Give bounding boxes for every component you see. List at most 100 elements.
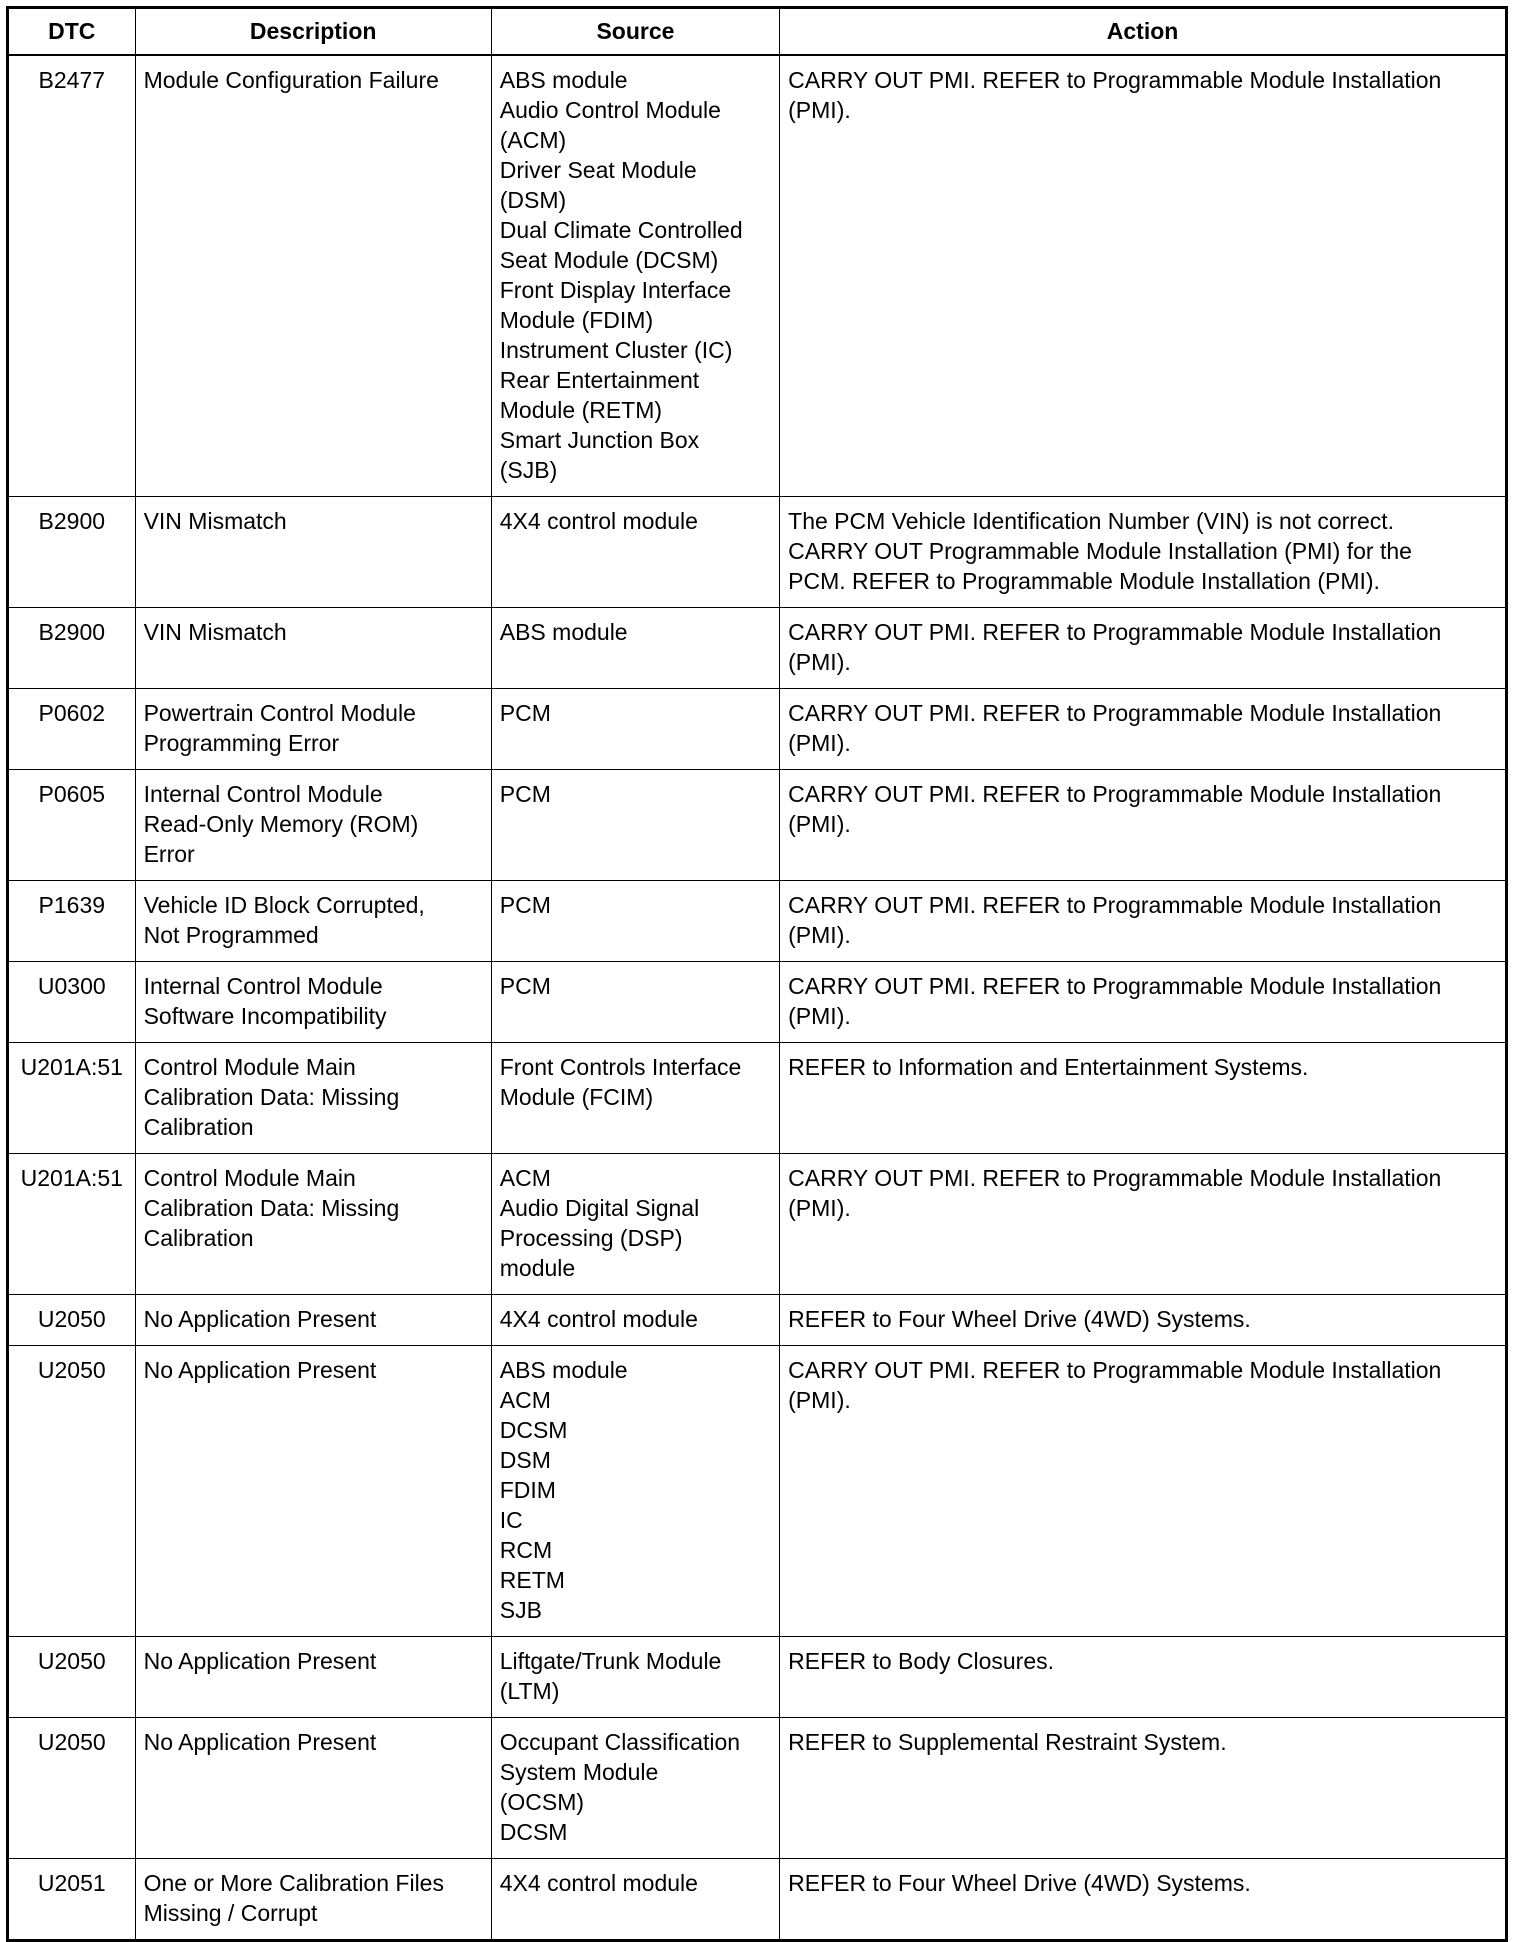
source-line: (SJB) [499, 457, 558, 483]
description-line: Control Module Main [143, 1054, 356, 1080]
action-cell: CARRY OUT PMI. REFER to Programmable Mod… [779, 607, 1507, 689]
source-line: Instrument Cluster (IC) [499, 337, 733, 363]
source-cell: ABS module ACM DCSM DSM FDIM IC RCM RETM SJB [490, 1345, 781, 1637]
dtc-cell: U2050 [7, 1345, 136, 1637]
table-body: B2477 Module Configuration Failure ABS mod… [7, 54, 1507, 1941]
source-line: Module (FDIM) [499, 307, 654, 333]
header-source: Source [490, 7, 781, 56]
source-line: Dual Climate Controlled [499, 217, 743, 243]
dtc-cell: U0300 [7, 961, 136, 1043]
action-cell: REFER to Information and Entertainment S… [779, 1042, 1507, 1154]
description-cell: No Application Present [134, 1636, 492, 1718]
source-cell: Occupant Classification System Module (OCS… [490, 1717, 781, 1859]
source-line: Liftgate/Trunk Module [499, 1648, 722, 1674]
dtc-cell: U2050 [7, 1294, 136, 1346]
action-cell: CARRY OUT PMI. REFER to Programmable Mod… [779, 880, 1507, 962]
table-row: U0300 Internal Control Module Software Inc… [7, 961, 1507, 1043]
action-line: REFER to Information and Entertainment S… [788, 1054, 1309, 1080]
source-line: Occupant Classification [499, 1729, 741, 1755]
table-row: P0605 Internal Control Module Read-Only Me… [7, 769, 1507, 881]
action-cell: REFER to Four Wheel Drive (4WD) Systems. [779, 1294, 1507, 1346]
action-line: The PCM Vehicle Identification Number (V… [788, 508, 1395, 534]
action-line: (PMI). [788, 730, 851, 756]
source-line: Smart Junction Box [499, 427, 700, 453]
table-row: B2900 VIN Mismatch 4X4 control module The P… [7, 496, 1507, 608]
description-line: Calibration Data: Missing [143, 1195, 400, 1221]
action-cell: CARRY OUT PMI. REFER to Programmable Mod… [779, 1153, 1507, 1295]
source-cell: ABS module [490, 607, 781, 689]
table-row: P0602 Powertrain Control Module Programmin… [7, 688, 1507, 770]
source-line: Processing (DSP) [499, 1225, 683, 1251]
description-cell: Module Configuration Failure [134, 54, 492, 497]
source-line: Driver Seat Module [499, 157, 697, 183]
description-cell: No Application Present [134, 1345, 492, 1637]
table-row: U201A:51 Control Module Main Calibration D… [7, 1153, 1507, 1295]
dtc-cell: U2050 [7, 1636, 136, 1718]
dtc-table: DTC Description Source Action B2477 Modul… [6, 6, 1508, 1942]
description-line: Read-Only Memory (ROM) [143, 811, 419, 837]
description-cell: VIN Mismatch [134, 607, 492, 689]
description-line: VIN Mismatch [143, 619, 287, 645]
description-line: Calibration Data: Missing [143, 1084, 400, 1110]
action-line: (PMI). [788, 1003, 851, 1029]
table-row: U2050 No Application Present ABS module ACM… [7, 1345, 1507, 1637]
action-cell: CARRY OUT PMI. REFER to Programmable Mod… [779, 961, 1507, 1043]
source-line: module [499, 1255, 576, 1281]
action-line: CARRY OUT PMI. REFER to Programmable Mod… [788, 67, 1442, 93]
action-line: CARRY OUT PMI. REFER to Programmable Mod… [788, 781, 1442, 807]
source-line: PCM [499, 973, 551, 999]
table-row: P1639 Vehicle ID Block Corrupted, Not Prog… [7, 880, 1507, 962]
table-row: B2477 Module Configuration Failure ABS mod… [7, 54, 1507, 497]
action-line: CARRY OUT PMI. REFER to Programmable Mod… [788, 973, 1442, 999]
table-row: U2051 One or More Calibration Files Missin… [7, 1858, 1507, 1941]
description-cell: Internal Control Module Read-Only Memory … [134, 769, 492, 881]
description-line: Programming Error [143, 730, 340, 756]
description-cell: VIN Mismatch [134, 496, 492, 608]
description-cell: One or More Calibration Files Missing / C… [134, 1858, 492, 1941]
source-line: Module (FCIM) [499, 1084, 654, 1110]
action-cell: CARRY OUT PMI. REFER to Programmable Mod… [779, 1345, 1507, 1637]
source-line: ACM [499, 1387, 551, 1413]
description-line: No Application Present [143, 1357, 377, 1383]
action-line: (PMI). [788, 1387, 851, 1413]
description-cell: Vehicle ID Block Corrupted, Not Programme… [134, 880, 492, 962]
action-line: (PMI). [788, 97, 851, 123]
dtc-cell: P0602 [7, 688, 136, 770]
source-line: DCSM [499, 1417, 568, 1443]
description-line: Not Programmed [143, 922, 319, 948]
source-line: Front Controls Interface [499, 1054, 742, 1080]
source-cell: Liftgate/Trunk Module (LTM) [490, 1636, 781, 1718]
source-line: RETM [499, 1567, 565, 1593]
description-line: Software Incompatibility [143, 1003, 387, 1029]
source-line: Rear Entertainment [499, 367, 700, 393]
description-cell: Control Module Main Calibration Data: Mis… [134, 1042, 492, 1154]
description-line: Vehicle ID Block Corrupted, [143, 892, 425, 918]
action-line: REFER to Supplemental Restraint System. [788, 1729, 1227, 1755]
source-line: FDIM [499, 1477, 556, 1503]
action-line: (PMI). [788, 1195, 851, 1221]
action-line: (PMI). [788, 649, 851, 675]
dtc-cell: U2051 [7, 1858, 136, 1941]
action-line: CARRY OUT PMI. REFER to Programmable Mod… [788, 892, 1442, 918]
action-cell: CARRY OUT PMI. REFER to Programmable Mod… [779, 769, 1507, 881]
dtc-cell: P1639 [7, 880, 136, 962]
header-action: Action [779, 7, 1507, 56]
source-cell: ACM Audio Digital Signal Processing (DSP) m… [490, 1153, 781, 1295]
source-line: ACM [499, 1165, 551, 1191]
description-line: No Application Present [143, 1306, 377, 1332]
action-line: CARRY OUT PMI. REFER to Programmable Mod… [788, 700, 1442, 726]
action-line: PCM. REFER to Programmable Module Instal… [788, 568, 1380, 594]
source-cell: PCM [490, 961, 781, 1043]
description-line: Internal Control Module [143, 973, 383, 999]
dtc-cell: P0605 [7, 769, 136, 881]
table-row: U2050 No Application Present Liftgate/Trun… [7, 1636, 1507, 1718]
description-cell: Powertrain Control Module Programming Err… [134, 688, 492, 770]
source-cell: 4X4 control module [490, 1858, 781, 1941]
description-line: Missing / Corrupt [143, 1900, 318, 1926]
source-cell: PCM [490, 688, 781, 770]
source-line: 4X4 control module [499, 1306, 698, 1332]
action-line: (PMI). [788, 922, 851, 948]
source-line: Front Display Interface [499, 277, 732, 303]
action-line: CARRY OUT Programmable Module Installati… [788, 538, 1412, 564]
action-cell: REFER to Body Closures. [779, 1636, 1507, 1718]
